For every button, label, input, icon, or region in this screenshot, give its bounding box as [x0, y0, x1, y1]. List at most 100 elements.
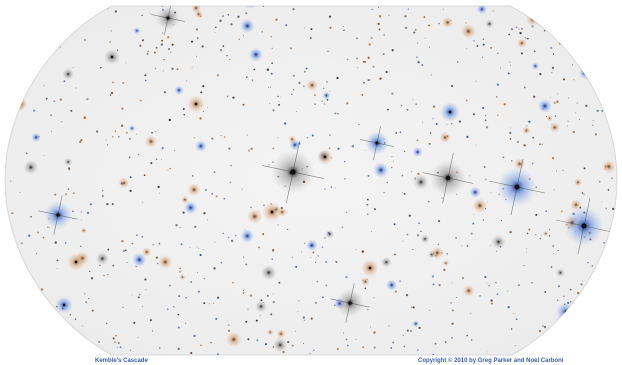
star	[433, 105, 435, 107]
star	[129, 157, 131, 159]
star	[553, 53, 554, 54]
star	[109, 41, 111, 43]
star	[596, 321, 602, 327]
star	[535, 11, 537, 13]
star	[563, 295, 565, 297]
star	[595, 330, 596, 331]
star	[386, 279, 397, 290]
star	[388, 325, 389, 326]
star	[60, 47, 61, 48]
star	[388, 15, 389, 16]
star	[452, 309, 454, 311]
star	[517, 141, 519, 143]
star	[556, 101, 558, 103]
star	[392, 341, 394, 343]
star	[344, 178, 345, 179]
star	[45, 309, 47, 311]
star	[2, 6, 3, 7]
star	[441, 198, 442, 199]
star	[63, 80, 65, 82]
star	[539, 330, 541, 332]
star	[570, 301, 571, 302]
star	[395, 132, 397, 134]
star	[247, 338, 249, 340]
star	[593, 120, 594, 121]
star	[105, 140, 106, 141]
star	[486, 126, 488, 128]
star	[306, 239, 318, 251]
star	[132, 243, 134, 245]
star	[194, 10, 202, 18]
star	[75, 318, 76, 319]
star	[103, 275, 104, 276]
star	[532, 163, 534, 165]
star	[112, 81, 114, 83]
star	[496, 251, 497, 252]
star	[324, 156, 326, 158]
star	[605, 100, 607, 102]
star	[577, 102, 578, 103]
star	[466, 335, 468, 337]
star	[343, 30, 344, 31]
star	[98, 341, 100, 343]
star	[466, 100, 468, 102]
star	[153, 244, 154, 245]
star	[70, 314, 71, 315]
star	[321, 100, 323, 102]
star	[150, 162, 152, 164]
star	[542, 325, 544, 327]
star	[181, 243, 183, 245]
star	[222, 233, 224, 235]
star	[456, 297, 457, 298]
star	[557, 299, 558, 300]
star	[531, 62, 539, 70]
star	[572, 64, 573, 65]
star	[524, 87, 526, 89]
star	[26, 6, 28, 8]
star	[413, 174, 429, 190]
star	[567, 125, 568, 126]
star	[442, 17, 453, 28]
star	[123, 250, 125, 252]
star	[539, 73, 541, 75]
star	[7, 345, 8, 346]
star	[35, 308, 44, 317]
star	[301, 251, 302, 252]
star	[118, 136, 120, 138]
star	[11, 212, 13, 214]
star	[543, 230, 549, 236]
star	[385, 71, 387, 73]
star	[106, 203, 108, 205]
star	[394, 254, 396, 256]
star	[538, 99, 552, 113]
star	[405, 27, 407, 29]
star	[342, 227, 343, 228]
star	[580, 305, 582, 307]
star	[203, 111, 204, 112]
star	[370, 326, 371, 327]
star	[113, 337, 115, 339]
star	[245, 263, 247, 265]
star	[510, 138, 512, 140]
star	[180, 227, 181, 228]
star	[387, 109, 389, 111]
star	[403, 241, 404, 242]
star	[132, 294, 133, 295]
star	[139, 45, 141, 47]
star	[587, 196, 588, 197]
star	[290, 169, 296, 175]
star	[548, 21, 550, 23]
star	[436, 123, 438, 125]
star	[130, 176, 132, 178]
star	[583, 351, 584, 352]
star	[81, 220, 82, 221]
star	[348, 301, 352, 305]
star	[157, 186, 159, 188]
star	[311, 318, 313, 320]
star	[596, 58, 598, 60]
star	[112, 265, 114, 267]
star	[438, 23, 440, 25]
star	[371, 231, 372, 232]
star	[176, 68, 178, 70]
star	[102, 190, 103, 191]
